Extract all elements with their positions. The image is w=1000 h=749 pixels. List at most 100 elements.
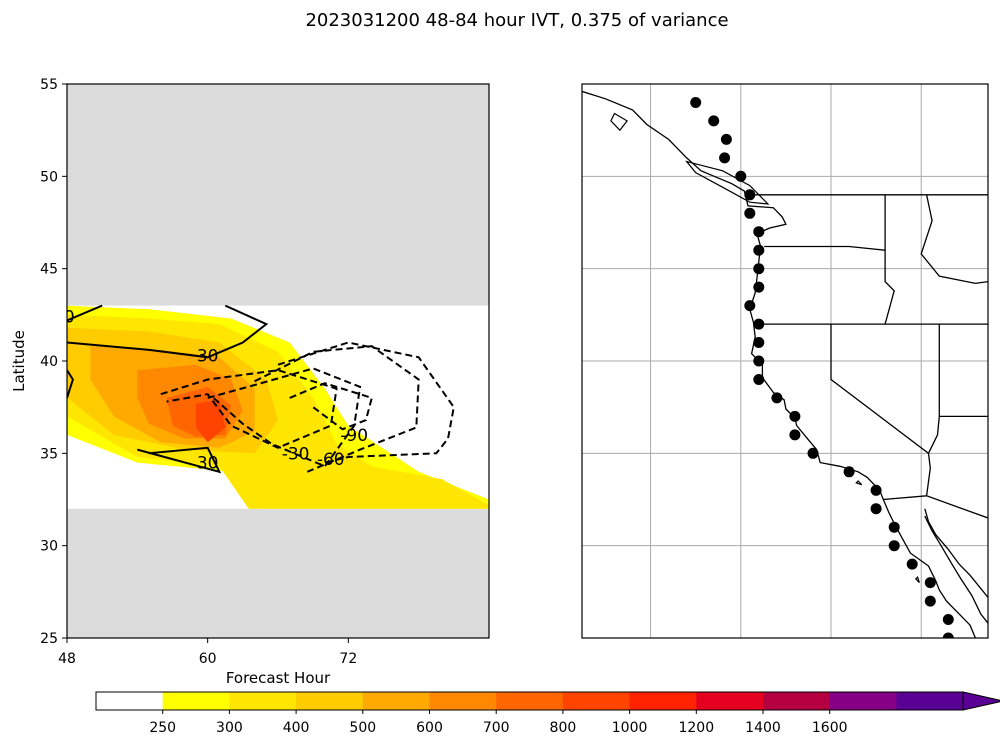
contour-label: 30 — [197, 346, 219, 366]
colorbar-segment — [896, 692, 964, 710]
island-outline — [685, 160, 770, 205]
station-point — [744, 300, 756, 312]
station-point — [870, 503, 882, 515]
y-tick-label: 25 — [40, 631, 58, 647]
colorbar-tick-label: 400 — [283, 720, 310, 736]
x-tick-label: 60 — [199, 651, 217, 667]
solid-contour-1 — [137, 446, 222, 474]
colorbar-tick-label: 800 — [550, 720, 577, 736]
colorbar-segment — [829, 692, 897, 710]
colorbar-tick-label: 700 — [483, 720, 510, 736]
gulf-coastline — [924, 508, 988, 598]
island-outline — [855, 480, 863, 486]
station-point — [906, 558, 918, 570]
y-tick-label: 50 — [40, 169, 58, 185]
map-gridlines — [582, 84, 988, 638]
border-line — [938, 324, 988, 418]
colorbar-tick-label: 1000 — [612, 720, 648, 736]
station-point — [771, 392, 783, 404]
station-point — [753, 374, 765, 385]
station-point — [789, 410, 801, 422]
colorbar-segment — [162, 692, 230, 710]
colorbar-tick-label: 600 — [416, 720, 443, 736]
dashed-contour-4 — [277, 341, 455, 464]
dashed-contour-0 — [160, 369, 338, 449]
station-point — [753, 263, 765, 275]
colorbar-tick-label: 1400 — [745, 720, 781, 736]
station-point — [870, 484, 882, 496]
colorbar-tick-label: 250 — [149, 720, 176, 736]
border-line — [764, 245, 895, 325]
station-point — [924, 595, 936, 607]
baja-east-coastline — [924, 515, 988, 624]
station-point — [753, 318, 765, 330]
station-point — [753, 281, 765, 293]
station-point — [843, 466, 855, 478]
colorbar-segment — [696, 692, 764, 710]
station-point — [720, 133, 732, 145]
solid-contour-3 — [67, 369, 74, 399]
station-point — [753, 244, 765, 256]
left-axis-ticks: 48 60 72 25 30 35 40 45 50 55 — [40, 77, 357, 667]
colorbar-tick-label: 1600 — [812, 720, 848, 736]
colorbar-segment — [562, 692, 631, 710]
map-station-points — [690, 97, 954, 638]
contour-label: 30 — [197, 454, 219, 474]
station-point — [690, 97, 702, 108]
colorbar-segment — [429, 692, 497, 710]
dashed-contour-3 — [254, 345, 420, 473]
station-point — [942, 614, 954, 625]
station-point — [924, 577, 936, 589]
y-axis-label: Latitude — [10, 330, 28, 392]
x-tick-label: 72 — [339, 651, 357, 667]
colorbar-frame — [95, 691, 964, 711]
y-tick-label: 45 — [40, 262, 58, 278]
colorbar-tick-label: 500 — [349, 720, 376, 736]
station-point — [744, 207, 756, 219]
border-line — [883, 495, 988, 519]
colorbar-segment — [629, 692, 697, 710]
island-outline — [914, 575, 920, 584]
station-point — [888, 521, 900, 533]
colorbar-segment — [296, 692, 364, 710]
y-tick-label: 35 — [40, 446, 58, 462]
masked-region-bottom — [67, 508, 489, 638]
station-point — [807, 447, 819, 459]
x-axis-label: Forecast Hour — [226, 669, 331, 687]
contour-label: 0 — [64, 308, 75, 328]
solid-contour-0 — [67, 304, 269, 359]
colorbar-segment — [96, 692, 164, 710]
x-tick-label: 48 — [58, 651, 76, 667]
station-point — [789, 429, 801, 441]
y-tick-label: 30 — [40, 539, 58, 555]
colorbar: 250 300 400 500 600 700 800 1000 1200 1400 1600 — [95, 691, 1000, 736]
y-tick-label: 55 — [40, 77, 58, 93]
colorbar-segment — [362, 692, 430, 710]
y-tick-label: 40 — [40, 354, 58, 370]
colorbar-extend-arrow — [962, 691, 1000, 711]
station-point — [888, 540, 900, 552]
station-point — [753, 226, 765, 238]
coastline — [582, 90, 976, 638]
right-map-panel — [581, 83, 989, 639]
map-coastline-and-borders — [582, 90, 988, 638]
contour-label: -90 — [340, 426, 368, 446]
contour-label: -60 — [317, 450, 345, 470]
station-point — [744, 189, 756, 201]
colorbar-tick-label: 1200 — [678, 720, 714, 736]
border-line — [927, 416, 940, 454]
solid-contour-2 — [67, 304, 103, 322]
filled-contour-800 — [195, 399, 226, 443]
figure-title: 2023031200 48-84 hour IVT, 0.375 of vari… — [305, 10, 728, 31]
masked-region-top — [67, 84, 489, 306]
colorbar-tick-label: 300 — [216, 720, 243, 736]
border-line — [920, 194, 988, 285]
station-point — [708, 115, 720, 127]
station-point — [942, 632, 954, 638]
colorbar-segment — [496, 692, 564, 710]
colorbar-segment — [229, 692, 297, 710]
right-axes-frame — [581, 83, 989, 639]
